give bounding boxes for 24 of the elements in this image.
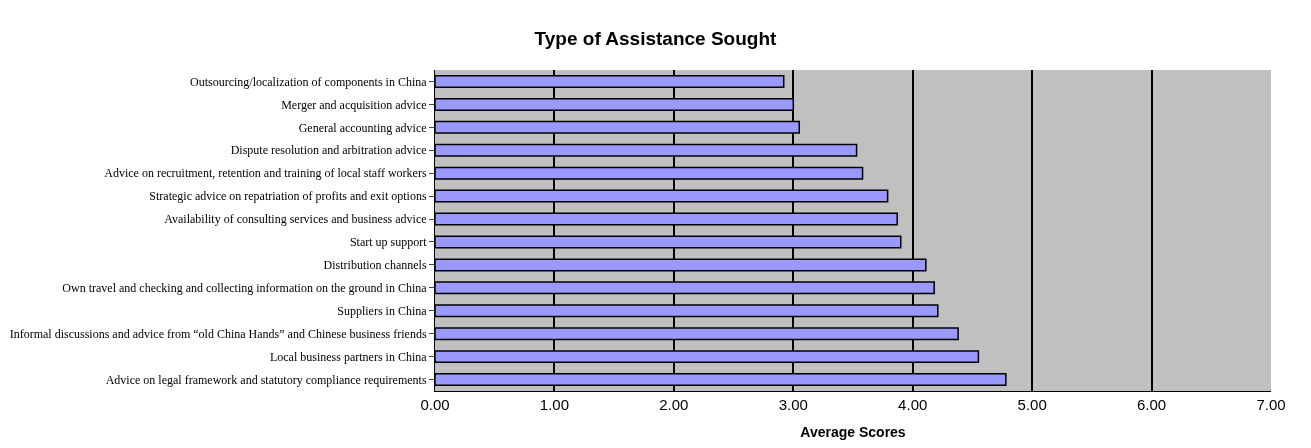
- y-tick-label: Own travel and checking and collecting information on the ground in China: [62, 281, 428, 296]
- x-axis-title: Average Scores: [800, 424, 906, 441]
- y-tick-label: Start up support: [349, 235, 428, 250]
- y-tick-label: Strategic advice on repatriation of profits and exit options: [149, 189, 427, 204]
- x-tick-label: 6.00: [1136, 396, 1167, 413]
- x-tick-label: 1.00: [539, 396, 570, 413]
- y-tick-label: Merger and acquisition advice: [281, 97, 427, 112]
- x-tick-label: 2.00: [659, 396, 689, 413]
- y-tick-label: General accounting advice: [298, 120, 427, 135]
- chart-title: Type of Assistance Sought: [534, 27, 778, 49]
- y-tick-label: Advice on legal framework and statutory compliance requirements: [105, 372, 427, 387]
- x-tick-label: 7.00: [1256, 396, 1286, 413]
- x-tick-label: 0.00: [420, 396, 450, 413]
- y-tick-label: Suppliers in China: [337, 303, 428, 318]
- x-tick-label: 5.00: [1017, 396, 1047, 413]
- x-tick-label: 4.00: [898, 396, 928, 413]
- y-tick-label: Dispute resolution and arbitration advice: [230, 143, 427, 158]
- y-tick-label: Local business partners in China: [269, 349, 428, 364]
- y-tick-label: Outsourcing/localization of components in China: [189, 74, 428, 89]
- y-tick-label: Availability of consulting services and business advice: [164, 212, 427, 227]
- y-tick-label: Informal discussions and advice from “old China Hands” and Chinese business friends: [9, 326, 427, 341]
- y-tick-label: Advice on recruitment, retention and training of local staff workers: [104, 166, 427, 181]
- y-tick-label: Distribution channels: [323, 258, 427, 273]
- x-tick-label: 3.00: [778, 396, 808, 413]
